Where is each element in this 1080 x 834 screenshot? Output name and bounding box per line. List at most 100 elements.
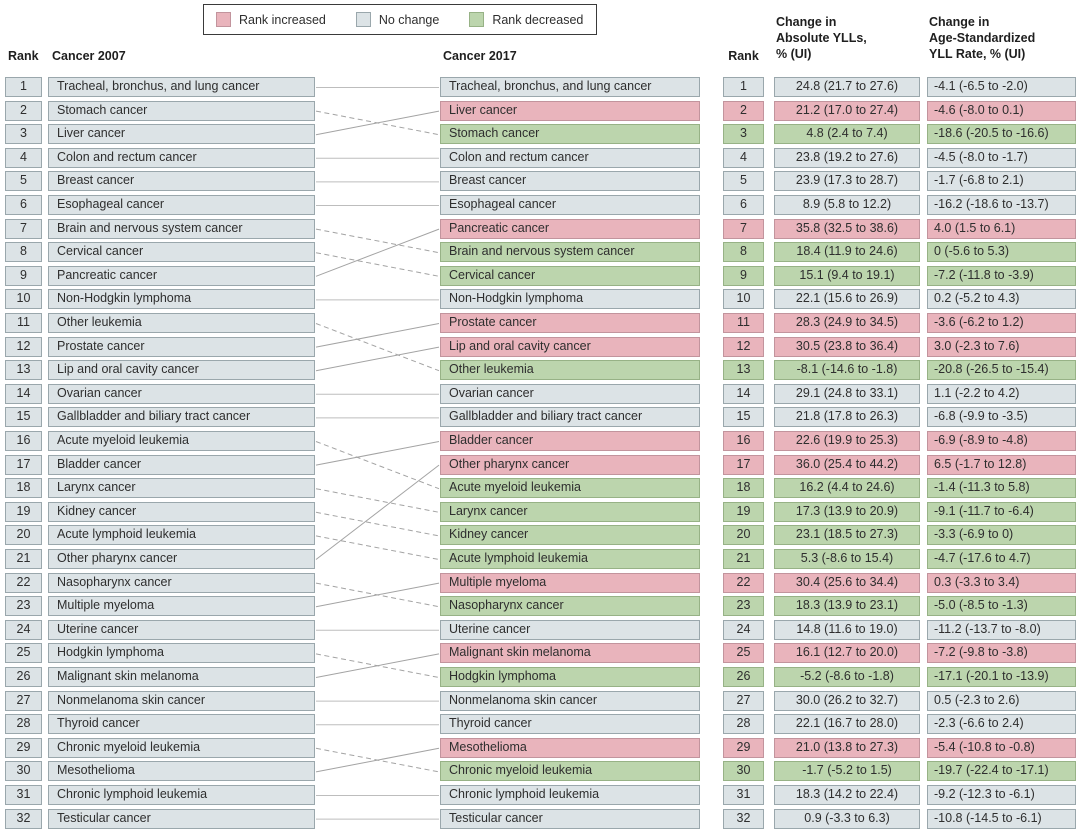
cancer-2017-box: Mesothelioma [440,737,700,758]
cancer-2017-box: Liver cancer [440,100,700,121]
cancer-2007-box: Pancreatic cancer [48,265,315,286]
table-row: 31 Chronic lymphoid leukemia Chronic lym… [0,785,1080,805]
yll-change-box: 5.3 (-8.6 to 15.4) [774,549,920,569]
yll-change-box: 30.5 (23.8 to 36.4) [774,336,920,357]
rate-change-box: -2.3 (-6.6 to 2.4) [927,714,1076,735]
yll-change-box: 28.3 (24.9 to 34.5) [774,313,920,333]
cancer-2007-box: Chronic myeloid leukemia [48,737,315,758]
yll-change-header-line: % (UI) [776,47,812,61]
cancer-2017-header: Cancer 2017 [443,49,517,63]
yll-change-box: 21.2 (17.0 to 27.4) [774,100,920,121]
rate-change-header-line: Age-Standardized [929,31,1036,45]
table-row: 29 Chronic myeloid leukemia Mesothelioma… [0,737,1080,758]
rank-2017-box: 18 [723,478,764,499]
cancer-2017-box: Tracheal, bronchus, and lung cancer [440,77,700,97]
rank-2007-box: 22 [5,572,42,593]
rate-change-box: 6.5 (-1.7 to 12.8) [927,454,1076,475]
yll-change-header-line: Absolute YLLs, [776,31,867,45]
rate-change-box: -9.1 (-11.7 to -6.4) [927,501,1076,522]
rate-change-box: -3.3 (-6.9 to 0) [927,525,1076,546]
table-row: 27 Nonmelanoma skin cancer Nonmelanoma s… [0,690,1080,711]
yll-change-box: 14.8 (11.6 to 19.0) [774,619,920,640]
rate-change-box: -6.8 (-9.9 to -3.5) [927,407,1076,428]
yll-change-box: 4.8 (2.4 to 7.4) [774,124,920,145]
rank-2017-box: 26 [723,667,764,687]
rank-connector-line [315,228,440,254]
rank-connector-line [315,228,440,277]
table-row: 18 Larynx cancer Acute myeloid leukemia … [0,478,1080,499]
yll-change-box: 22.1 (16.7 to 28.0) [774,714,920,735]
rank-connector-line [315,653,440,678]
table-row: 4 Colon and rectum cancer Colon and rect… [0,147,1080,168]
rank-2007-box: 32 [5,808,42,829]
cancer-2007-box: Breast cancer [48,171,315,192]
cancer-2017-box: Other leukemia [440,360,700,381]
cancer-2017-box: Nonmelanoma skin cancer [440,690,700,711]
rank-2017-box: 31 [723,785,764,805]
cancer-2017-box: Malignant skin melanoma [440,643,700,664]
table-row: 28 Thyroid cancer Thyroid cancer 28 22.1… [0,714,1080,735]
cancer-2007-box: Uterine cancer [48,619,315,640]
rate-change-box: 0.2 (-5.2 to 4.3) [927,289,1076,310]
cancer-2017-box: Pancreatic cancer [440,218,700,239]
table-row: 15 Gallbladder and biliary tract cancer … [0,407,1080,428]
table-row: 21 Other pharynx cancer Acute lymphoid l… [0,549,1080,569]
rank-2017-box: 20 [723,525,764,546]
cancer-2007-box: Thyroid cancer [48,714,315,735]
rank-2007-box: 1 [5,77,42,97]
rate-change-box: -7.2 (-11.8 to -3.9) [927,265,1076,286]
yll-change-box: 15.1 (9.4 to 19.1) [774,265,920,286]
cancer-2017-box: Chronic myeloid leukemia [440,761,700,782]
rank-2007-box: 21 [5,549,42,569]
rank-2007-box: 4 [5,147,42,168]
cancer-2017-box: Larynx cancer [440,501,700,522]
rank-2017-header: Rank [728,49,759,63]
table-row: 19 Kidney cancer Larynx cancer 19 17.3 (… [0,501,1080,522]
cancer-2017-box: Lip and oral cavity cancer [440,336,700,357]
rate-change-box: -11.2 (-13.7 to -8.0) [927,619,1076,640]
yll-change-header: Change in Absolute YLLs, % (UI) [776,14,867,62]
yll-change-box: 18.3 (14.2 to 22.4) [774,785,920,805]
rank-2017-box: 23 [723,596,764,617]
rate-change-box: 3.0 (-2.3 to 7.6) [927,336,1076,357]
rank-2017-box: 1 [723,77,764,97]
table-row: 12 Prostate cancer Lip and oral cavity c… [0,336,1080,357]
cancer-2007-box: Multiple myeloma [48,596,315,617]
rank-2007-box: 18 [5,478,42,499]
yll-change-box: 17.3 (13.9 to 20.9) [774,501,920,522]
rate-change-box: 0.3 (-3.3 to 3.4) [927,572,1076,593]
rank-2017-box: 15 [723,407,764,428]
cancer-2007-box: Lip and oral cavity cancer [48,360,315,381]
rank-connectors [315,87,440,820]
cancer-2007-box: Acute lymphoid leukemia [48,525,315,546]
legend-item-rank-decreased: Rank decreased [469,12,583,27]
rank-2017-box: 13 [723,360,764,381]
rank-2007-box: 31 [5,785,42,805]
cancer-2017-box: Hodgkin lymphoma [440,667,700,687]
rank-2017-box: 12 [723,336,764,357]
yll-change-box: 23.1 (18.5 to 27.3) [774,525,920,546]
yll-change-box: 24.8 (21.7 to 27.6) [774,77,920,97]
cancer-2007-box: Testicular cancer [48,808,315,829]
table-row: 9 Pancreatic cancer Cervical cancer 9 15… [0,265,1080,286]
yll-change-box: 23.8 (19.2 to 27.6) [774,147,920,168]
rank-2007-box: 11 [5,313,42,333]
rate-change-box: -5.4 (-10.8 to -0.8) [927,737,1076,758]
cancer-2007-box: Esophageal cancer [48,195,315,215]
rate-change-box: -20.8 (-26.5 to -15.4) [927,360,1076,381]
rank-2017-box: 21 [723,549,764,569]
rate-change-box: -6.9 (-8.9 to -4.8) [927,431,1076,451]
rank-2007-box: 23 [5,596,42,617]
rank-connector-line [315,582,440,608]
cancer-2007-box: Nonmelanoma skin cancer [48,690,315,711]
cancer-2007-box: Colon and rectum cancer [48,147,315,168]
cancer-2017-box: Acute myeloid leukemia [440,478,700,499]
table-row: 30 Mesothelioma Chronic myeloid leukemia… [0,761,1080,782]
rank-2017-box: 9 [723,265,764,286]
rank-connector-line [315,323,440,372]
cancer-2007-box: Stomach cancer [48,100,315,121]
rate-change-box: -4.5 (-8.0 to -1.7) [927,147,1076,168]
table-row: 6 Esophageal cancer Esophageal cancer 6 … [0,195,1080,215]
rate-change-box: -4.7 (-17.6 to 4.7) [927,549,1076,569]
